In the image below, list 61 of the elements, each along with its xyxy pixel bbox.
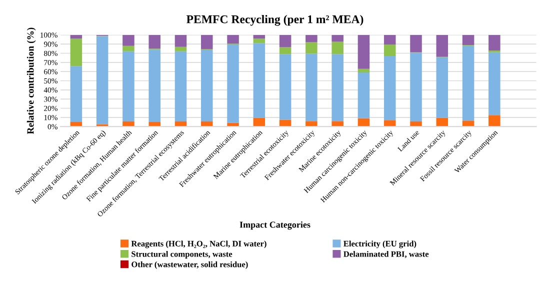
- chart-title: PEMFC Recycling (per 1 m² MEA): [186, 14, 364, 26]
- bar: [253, 34, 266, 39]
- bar: [306, 34, 318, 42]
- legend-label: Delaminated PBI, waste: [344, 251, 429, 258]
- bar: [332, 42, 344, 54]
- bar: [488, 34, 500, 51]
- bar: [174, 34, 187, 47]
- bar: [201, 50, 213, 122]
- bar: [70, 34, 82, 39]
- bar: [148, 50, 160, 122]
- bar: [410, 52, 422, 122]
- bar: [332, 121, 344, 127]
- bar: [462, 120, 474, 127]
- legend-label: Structural componets, waste: [132, 251, 232, 259]
- bar: [436, 57, 448, 118]
- bar: [306, 121, 318, 127]
- bar: [332, 34, 344, 42]
- legend-label: Electricity (EU grid): [344, 240, 416, 248]
- bar: [227, 34, 239, 44]
- bar: [122, 122, 134, 127]
- bar: [488, 115, 500, 127]
- bar: [462, 34, 474, 46]
- bar: [384, 34, 396, 45]
- bar: [488, 52, 500, 116]
- bar: [410, 122, 422, 127]
- bar: [174, 46, 187, 52]
- legend-label: Reagents (HCl, H₂O₂, NaCl, DI water): [131, 240, 266, 248]
- bar: [384, 56, 396, 120]
- bar: [122, 34, 134, 46]
- bar: [227, 44, 239, 123]
- bar: [332, 54, 344, 122]
- bar: [306, 42, 318, 54]
- y-axis-title: Relative contribution (%): [26, 28, 36, 134]
- bar: [253, 38, 266, 44]
- bar: [201, 122, 213, 127]
- bar: [70, 66, 82, 122]
- bar: [96, 36, 108, 124]
- bar: [279, 120, 292, 127]
- bar: [279, 47, 292, 54]
- bar: [436, 118, 448, 127]
- bar: [174, 51, 187, 122]
- bar: [306, 54, 318, 122]
- bar: [70, 38, 82, 66]
- bar: [201, 34, 213, 50]
- bar: [279, 34, 292, 48]
- bar: [358, 72, 370, 118]
- bar: [122, 51, 134, 122]
- x-axis-title: Impact Categories: [240, 221, 310, 230]
- bar: [358, 68, 370, 73]
- bar: [410, 34, 422, 52]
- bar: [279, 54, 292, 120]
- bar: [384, 44, 396, 56]
- bar: [384, 120, 396, 127]
- bar: [148, 34, 160, 49]
- bar: [358, 34, 370, 69]
- bar: [253, 118, 266, 127]
- legend-label: Other (wastewater, solid residue): [132, 261, 248, 269]
- bar: [462, 46, 474, 121]
- bar: [436, 34, 448, 57]
- bar: [122, 46, 134, 52]
- bar: [253, 43, 266, 118]
